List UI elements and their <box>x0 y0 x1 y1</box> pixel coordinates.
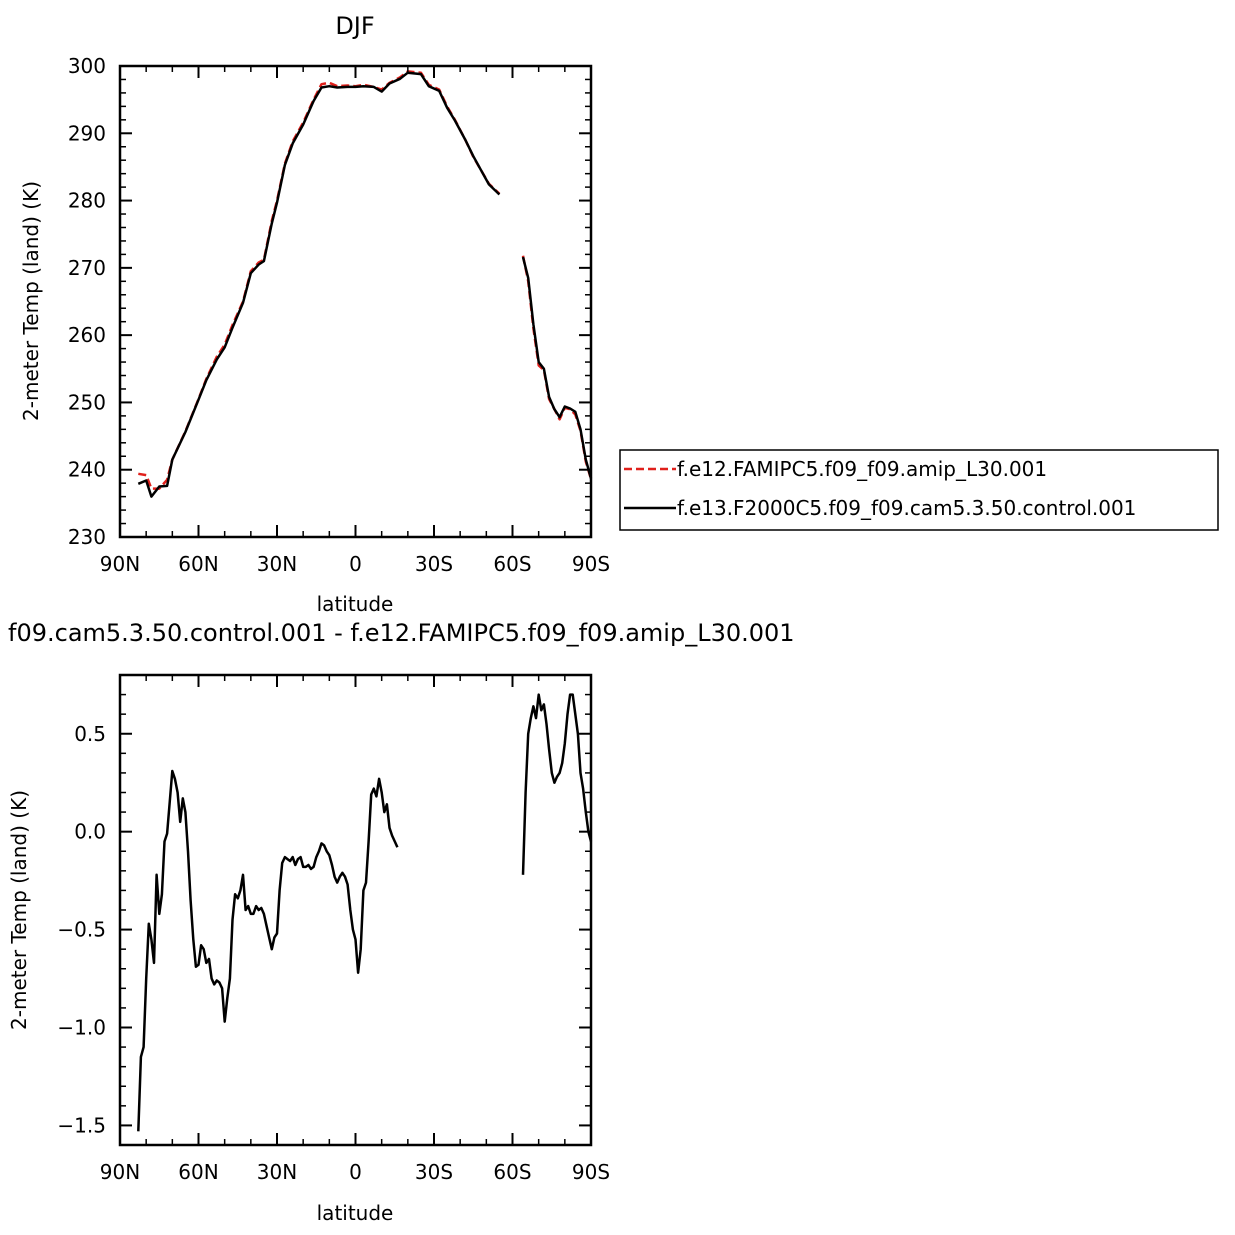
panel-title: f09.cam5.3.50.control.001 - f.e12.FAMIPC… <box>8 619 795 647</box>
y-tick-label: −0.5 <box>57 918 106 942</box>
y-tick-label: 270 <box>68 256 106 280</box>
series-line-segment <box>137 71 501 498</box>
y-tick-label: 240 <box>68 458 106 482</box>
bottom-panel-difference: f09.cam5.3.50.control.001 - f.e12.FAMIPC… <box>7 619 795 1225</box>
x-axis-title: latitude <box>317 592 394 616</box>
x-tick-label: 60S <box>493 1160 531 1184</box>
x-tick-label: 30S <box>415 1160 453 1184</box>
legend-label-control: f.e13.F2000C5.f09_f09.cam5.3.50.control.… <box>677 496 1136 520</box>
x-tick-label: 90S <box>572 552 610 576</box>
y-tick-label: −1.5 <box>57 1113 106 1137</box>
series-2 <box>137 71 593 498</box>
y-tick-label: −1.0 <box>57 1016 106 1040</box>
x-tick-label: 30S <box>415 552 453 576</box>
x-tick-label: 30N <box>257 1160 297 1184</box>
series-1 <box>137 693 593 1132</box>
series-line-segment <box>137 769 399 1132</box>
y-axis-title: 2-meter Temp (land) (K) <box>19 181 43 421</box>
x-tick-label: 0 <box>349 552 362 576</box>
y-tick-label: 260 <box>68 323 106 347</box>
legend-label-amip: f.e12.FAMIPC5.f09_f09.amip_L30.001 <box>677 457 1047 481</box>
axis-ticks: 90N 60N 30N 0 30S 60S 90S 230 240 250 260 270 280 290… <box>68 54 610 576</box>
axis-ticks: 90N 60N 30N 0 30S 60S 90S −1.5 −1.0 −0.5 0.0 0.5 <box>57 674 610 1184</box>
legend-box <box>619 449 1219 531</box>
x-tick-label: 60N <box>178 1160 218 1184</box>
y-tick-label: 290 <box>68 121 106 145</box>
series-line-segment <box>521 693 593 875</box>
x-tick-label: 60S <box>493 552 531 576</box>
y-tick-label: 0.5 <box>74 722 106 746</box>
y-tick-label: 300 <box>68 54 106 78</box>
series-line-segment <box>521 256 593 479</box>
top-panel-djf: DJF 90N 60N 30N 0 30S 60S 90S 230 240 250 260 270 28… <box>19 12 610 616</box>
x-tick-label: 30N <box>257 552 297 576</box>
x-tick-label: 90N <box>100 552 140 576</box>
x-tick-label: 90S <box>572 1160 610 1184</box>
x-tick-label: 90N <box>100 1160 140 1184</box>
x-tick-label: 0 <box>349 1160 362 1184</box>
panel-title: DJF <box>335 12 374 40</box>
legend: f.e12.FAMIPC5.f09_f09.amip_L30.001 f.e13… <box>619 449 1219 531</box>
y-tick-label: 280 <box>68 189 106 213</box>
y-tick-label: 0.0 <box>74 820 106 844</box>
bottom-panel-series <box>137 693 593 1132</box>
y-tick-label: 250 <box>68 390 106 414</box>
y-axis-title: 2-meter Temp (land) (K) <box>7 790 31 1030</box>
x-axis-title: latitude <box>317 1201 394 1225</box>
y-tick-label: 230 <box>68 525 106 549</box>
top-panel-series <box>137 70 593 498</box>
x-tick-label: 60N <box>178 552 218 576</box>
